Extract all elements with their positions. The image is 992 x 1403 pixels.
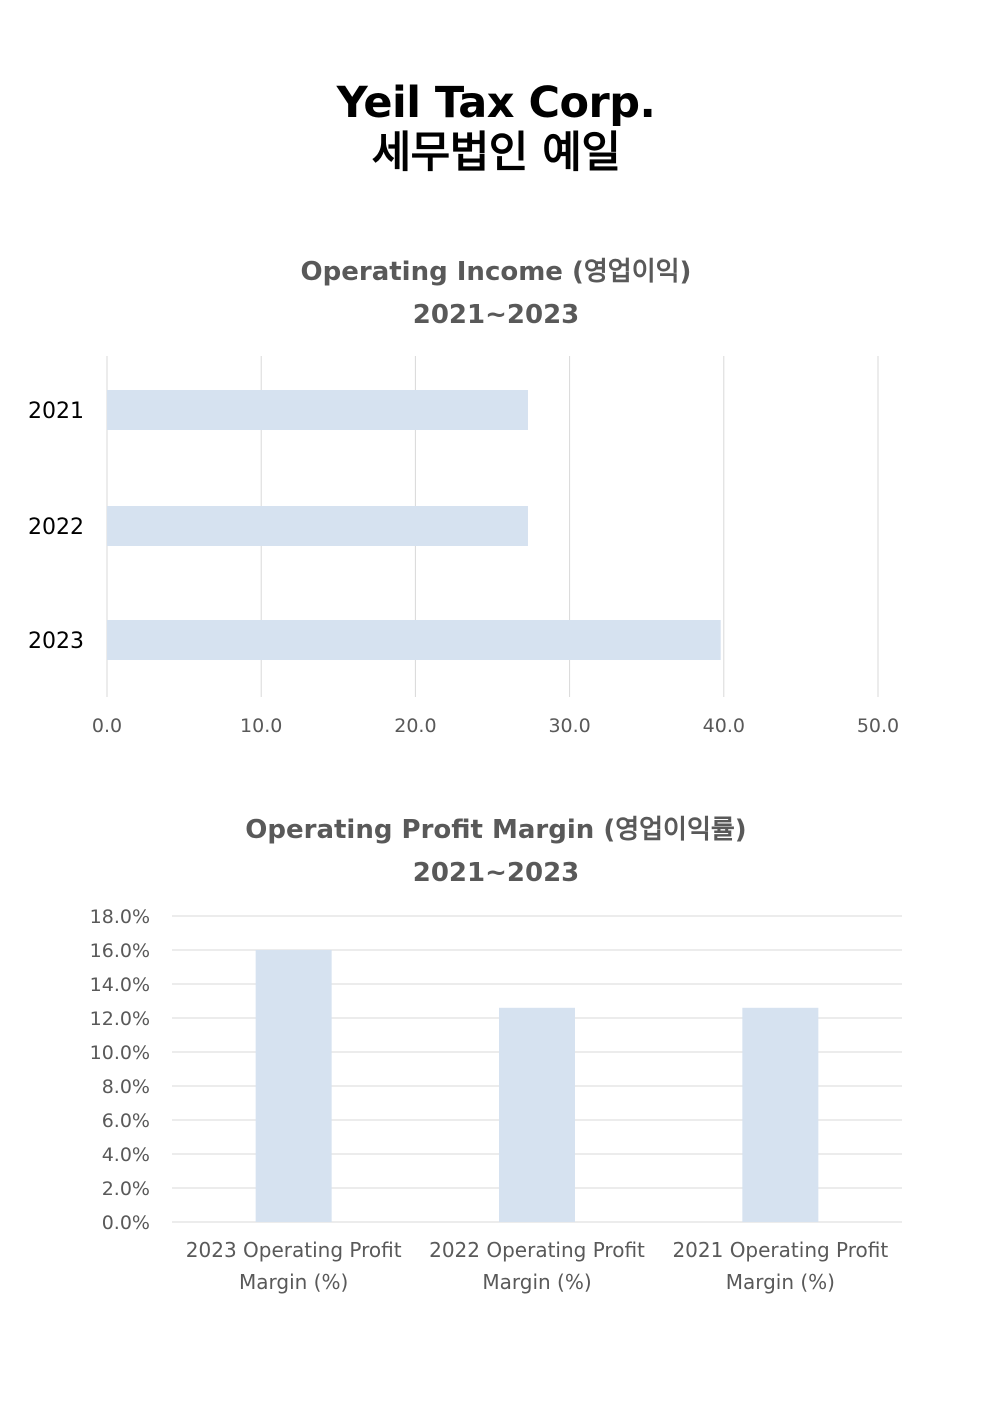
x-category-label: Margin (%) xyxy=(239,1270,348,1294)
x-category-label: 2022 Operating Profit xyxy=(429,1238,645,1262)
y-tick-label: 18.0% xyxy=(90,906,150,928)
x-category-label: 2021 Operating Profit xyxy=(672,1238,888,1262)
y-tick-label: 6.0% xyxy=(102,1110,150,1132)
y-tick-label: 4.0% xyxy=(102,1144,150,1166)
y-tick-label: 0.0% xyxy=(102,1212,150,1234)
margin-bar xyxy=(499,1007,575,1222)
x-category-label: Margin (%) xyxy=(482,1270,591,1294)
x-tick-label: 20.0 xyxy=(394,715,436,737)
y-tick-label: 16.0% xyxy=(90,940,150,962)
company-name-korean: 세무법인 예일 xyxy=(371,128,621,178)
income-bar-2023 xyxy=(107,620,721,660)
y-tick-label: 12.0% xyxy=(90,1008,150,1030)
y-tick-label: 14.0% xyxy=(90,974,150,996)
x-category-label: Margin (%) xyxy=(726,1270,835,1294)
y-tick-label: 10.0% xyxy=(90,1042,150,1064)
x-tick-label: 30.0 xyxy=(548,715,590,737)
company-name-english: Yeil Tax Corp. xyxy=(336,78,656,128)
y-tick-label: 2.0% xyxy=(102,1178,150,1200)
income-bar-2021 xyxy=(107,390,528,430)
income-chart-subtitle: 2021~2023 xyxy=(412,300,580,330)
y-category-label: 2021 xyxy=(28,399,84,424)
x-tick-label: 0.0 xyxy=(92,715,122,737)
operating-income-chart: 0.0 10.0 20.0 30.0 40.0 50.0 2021 2022 2023 xyxy=(28,356,899,737)
operating-margin-chart: 0.0% 2.0% 4.0% 6.0% 8.0% 10.0% 12.0% 14.0% 16.0%… xyxy=(90,906,902,1294)
page-header: Yeil Tax Corp. 세무법인 예일 xyxy=(0,78,992,178)
income-chart-title: Operating Income (영업이익) xyxy=(300,257,692,287)
y-tick-label: 8.0% xyxy=(102,1076,150,1098)
y-category-label: 2022 xyxy=(28,515,84,540)
y-category-label: 2023 xyxy=(28,629,84,654)
income-bar-2022 xyxy=(107,506,528,546)
x-tick-label: 40.0 xyxy=(703,715,745,737)
margin-bar xyxy=(255,950,332,1222)
x-tick-label: 50.0 xyxy=(857,715,899,737)
x-tick-label: 10.0 xyxy=(240,715,282,737)
income-chart-title-block: Operating Income (영업이익) 2021~2023 xyxy=(0,251,992,337)
x-category-label: 2023 Operating Profit xyxy=(186,1238,402,1262)
margin-bar xyxy=(742,1007,819,1222)
margin-chart-subtitle: 2021~2023 xyxy=(412,858,580,888)
margin-chart-title: Operating Profit Margin (영업이익률) xyxy=(245,815,747,845)
margin-chart-title-block: Operating Profit Margin (영업이익률) 2021~202… xyxy=(0,809,992,895)
